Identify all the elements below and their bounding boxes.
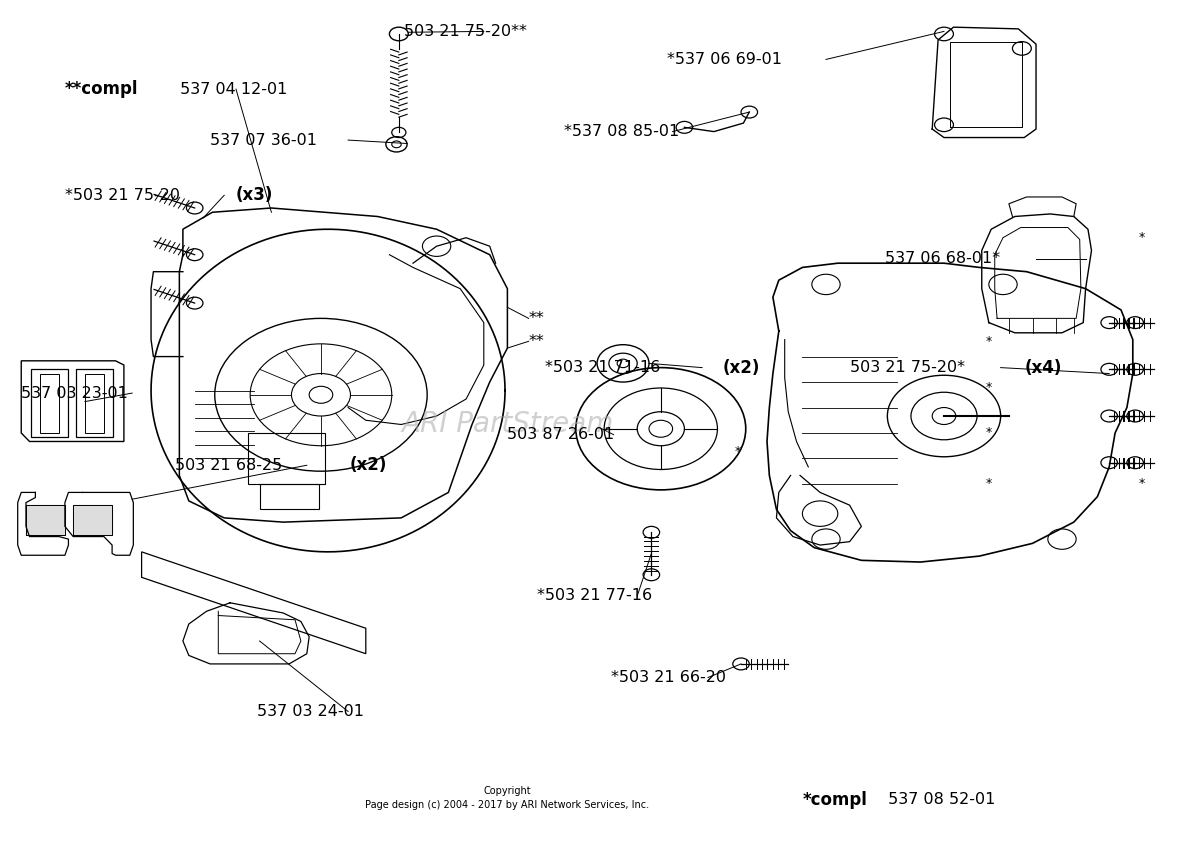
- Text: 537 06 68-01*: 537 06 68-01*: [885, 251, 1001, 267]
- Text: 503 21 75-20*: 503 21 75-20*: [850, 360, 970, 375]
- Text: *: *: [985, 335, 992, 348]
- Text: **: **: [529, 334, 544, 349]
- Text: 537 03 24-01: 537 03 24-01: [257, 704, 365, 719]
- Text: *537 06 69-01: *537 06 69-01: [667, 52, 781, 67]
- Text: (x2): (x2): [349, 456, 387, 475]
- Text: 503 21 68-25: 503 21 68-25: [175, 458, 287, 473]
- Text: *503 21 75-20: *503 21 75-20: [65, 188, 185, 203]
- Text: 537 07 36-01: 537 07 36-01: [210, 132, 317, 148]
- Text: 503 87 26-01: 503 87 26-01: [507, 427, 615, 442]
- Text: *503 21 71-16: *503 21 71-16: [545, 360, 666, 375]
- Text: *537 08 85-01: *537 08 85-01: [564, 124, 680, 139]
- Polygon shape: [26, 505, 65, 535]
- Text: 503 21 75-20**: 503 21 75-20**: [404, 24, 526, 39]
- Text: 537 03 23-01: 537 03 23-01: [21, 385, 129, 401]
- Text: *: *: [985, 426, 992, 440]
- Text: *compl: *compl: [802, 790, 867, 809]
- Polygon shape: [73, 505, 112, 535]
- Text: 537 04 12-01: 537 04 12-01: [175, 82, 287, 97]
- Text: **: **: [529, 311, 544, 326]
- Text: (x4): (x4): [1024, 358, 1062, 377]
- Text: *: *: [1139, 231, 1146, 245]
- Text: **compl: **compl: [65, 80, 138, 98]
- Text: (x2): (x2): [722, 358, 760, 377]
- Text: Copyright
Page design (c) 2004 - 2017 by ARI Network Services, Inc.: Copyright Page design (c) 2004 - 2017 by…: [366, 786, 649, 810]
- Text: ARI PartStream: ARI PartStream: [401, 411, 614, 438]
- Text: *503 21 66-20: *503 21 66-20: [611, 670, 726, 685]
- Text: *: *: [734, 445, 741, 458]
- Text: *503 21 77-16: *503 21 77-16: [537, 588, 653, 604]
- Text: *: *: [1139, 477, 1146, 491]
- Text: (x3): (x3): [236, 186, 274, 205]
- Text: *: *: [985, 477, 992, 491]
- Text: *: *: [985, 381, 992, 395]
- Text: 537 08 52-01: 537 08 52-01: [883, 792, 995, 807]
